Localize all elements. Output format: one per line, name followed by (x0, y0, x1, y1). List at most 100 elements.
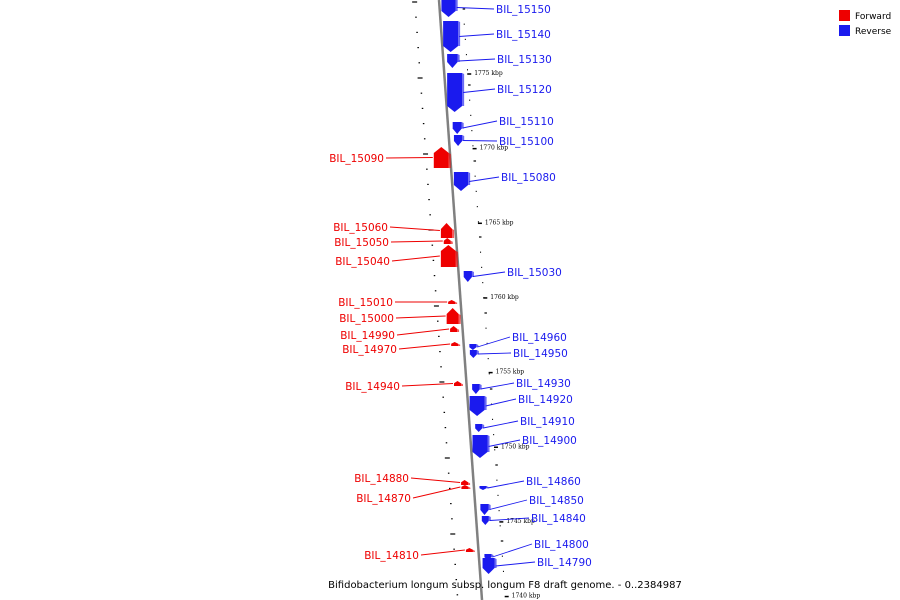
gene-connector (410, 477, 461, 483)
reverse-legend-swatch (839, 25, 850, 36)
gene-arrow (469, 344, 477, 350)
gene-connector (483, 420, 519, 429)
gene-label: BIL_14870 (356, 493, 411, 505)
gene-arrow (452, 122, 462, 134)
gene-bil-15060: BIL_15060 (333, 222, 455, 238)
gene-arrow (450, 326, 458, 332)
gene-bil-14920: BIL_14920 (469, 394, 573, 416)
gene-label: BIL_14920 (518, 394, 573, 406)
gene-label: BIL_14970 (342, 344, 397, 356)
gene-bil-14970: BIL_14970 (342, 342, 461, 356)
gene-bil-15080: BIL_15080 (453, 172, 556, 191)
gene-bil-14930: BIL_14930 (472, 378, 571, 394)
gene-arrow (465, 548, 473, 552)
gene-arrow (461, 485, 469, 489)
gene-bil-14940: BIL_14940 (345, 381, 463, 393)
gene-connector (389, 226, 440, 231)
gene-arrow-side (479, 384, 482, 390)
kbp-label: 1765 kbp (485, 219, 514, 226)
gene-arrow-side (488, 504, 491, 511)
gene-bil-14790: BIL_14790 (482, 557, 592, 574)
gene-label: BIL_15040 (335, 256, 390, 268)
gene-arrow-side (462, 73, 465, 106)
gene-arrow-side (458, 314, 461, 324)
gene-features: BIL_15150 BIL_15140 BIL_15130 BIL_15120 BIL_… (329, 0, 592, 574)
gene-label: BIL_14790 (537, 557, 592, 569)
gene-arrow (440, 245, 456, 267)
gene-label: BIL_15110 (499, 116, 554, 128)
gene-connector (489, 517, 530, 521)
gene-connector (480, 382, 515, 390)
gene-connector (495, 561, 536, 567)
gene-arrow (475, 424, 483, 432)
gene-label: BIL_14940 (345, 381, 400, 393)
gene-arrow (461, 480, 469, 485)
gene-arrow (463, 271, 472, 282)
gene-label: BIL_14910 (520, 416, 575, 428)
kbp-label: 1750 kbp (501, 443, 530, 450)
gene-label: BIL_14860 (526, 476, 581, 488)
gene-label: BIL_15090 (329, 153, 384, 165)
gene-label: BIL_15000 (339, 313, 394, 325)
gene-arrow-side (482, 424, 485, 429)
gene-bil-14800: BIL_14800 (484, 539, 589, 560)
gene-label: BIL_15030 (507, 267, 562, 279)
gene-connector (398, 343, 451, 350)
gene-label: BIL_15130 (497, 54, 552, 66)
gene-bil-15150: BIL_15150 (441, 0, 551, 17)
gene-bil-14840: BIL_14840 (481, 513, 586, 525)
gene-label: BIL_15080 (501, 172, 556, 184)
gene-arrow-side (468, 172, 471, 185)
kbp-label: 1745 kbp (506, 518, 535, 525)
gene-label: BIL_15060 (333, 222, 388, 234)
gene-label: BIL_15100 (499, 136, 554, 148)
gene-arrow-side (472, 549, 475, 552)
gene-bil-14880: BIL_14880 (354, 473, 471, 485)
kbp-label: 1775 kbp (474, 70, 503, 77)
gene-label: BIL_14960 (512, 332, 567, 344)
gene-connector (459, 33, 495, 37)
gene-arrow-side (448, 153, 451, 168)
gene-arrow-side (461, 122, 464, 129)
gene-label: BIL_14950 (513, 348, 568, 360)
gene-arrow (479, 486, 487, 490)
forward-legend-label: Forward (855, 12, 891, 22)
gene-connector (391, 255, 440, 262)
gene-bil-14810: BIL_14810 (364, 548, 475, 562)
gene-arrow (453, 135, 463, 146)
gene-connector (477, 352, 512, 355)
gene-bil-15140: BIL_15140 (443, 21, 551, 52)
gene-connector (412, 486, 461, 499)
gene-arrow (451, 342, 459, 346)
gene-label: BIL_15050 (334, 237, 389, 249)
gene-arrow-side (460, 383, 463, 386)
gene-arrow-side (484, 396, 487, 410)
scale-ticks (412, 1, 506, 596)
gene-bil-15030: BIL_15030 (463, 267, 562, 282)
gene-bil-14910: BIL_14910 (475, 416, 575, 432)
gene-connector (385, 157, 433, 159)
gene-arrow (481, 516, 489, 525)
gene-arrow (453, 381, 461, 386)
kbp-label: 1770 kbp (480, 145, 509, 152)
gene-bil-15090: BIL_15090 (329, 147, 451, 168)
forward-legend-swatch (839, 10, 850, 21)
gene-arrow (433, 147, 449, 168)
gene-arrow (448, 300, 456, 304)
gene-connector (401, 383, 454, 387)
gene-arrow (469, 396, 485, 416)
gene-arrow (443, 238, 451, 244)
gene-arrow-side (458, 343, 461, 346)
legend: Forward Reverse (839, 10, 892, 37)
gene-bil-14900: BIL_14900 (472, 435, 577, 458)
gene-label: BIL_15150 (496, 4, 551, 16)
gene-label: BIL_15010 (338, 297, 393, 309)
gene-connector (463, 88, 496, 93)
gene-arrow (482, 558, 495, 574)
gene-connector (462, 120, 498, 129)
gene-arrow-side (494, 558, 497, 568)
gene-bil-15050: BIL_15050 (334, 237, 453, 249)
gene-bil-14950: BIL_14950 (469, 348, 568, 360)
genome-caption: Bifidobacterium longum subsp. longum F8 … (328, 580, 682, 591)
